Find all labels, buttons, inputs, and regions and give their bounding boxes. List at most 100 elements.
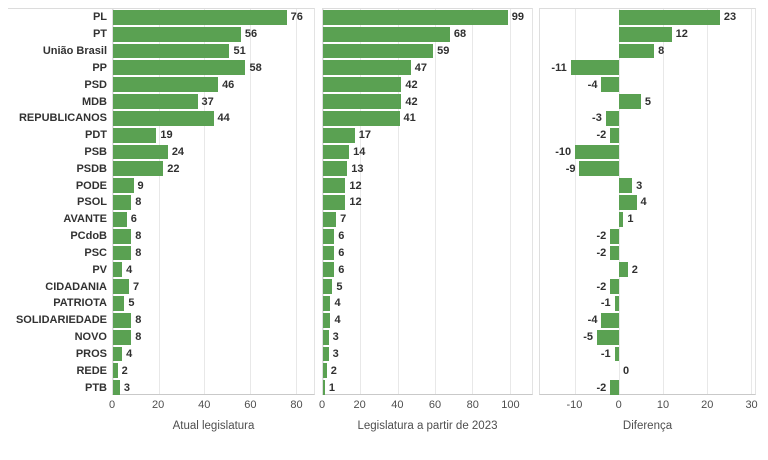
bar-pros[interactable] [614,346,619,362]
plot-area-atual-legislatura: 76 56 51 58 46 37 44 19 24 22 9 8 6 8 8 4 7 5 8 8 4 2 3 [112,8,315,395]
category-label: PSDB [76,162,107,175]
bar-novo[interactable] [323,329,329,345]
bar-psc[interactable] [113,245,132,261]
bar-união-brasil[interactable] [323,43,434,59]
bar-pt[interactable] [113,26,241,42]
bar-psol[interactable] [113,195,132,210]
bar-solidariedade[interactable] [113,312,132,328]
bar-patriota[interactable] [614,296,619,311]
bar-pp[interactable] [113,60,246,76]
bar-value-label: -2 [596,129,607,142]
bar-patriota[interactable] [113,296,125,311]
bar-republicanos[interactable] [605,110,619,126]
bar-republicanos[interactable] [113,110,214,126]
bar-ptb[interactable] [610,380,619,395]
bar-união-brasil[interactable] [113,43,230,59]
bar-value-label: 13 [351,162,364,175]
category-label: NOVO [74,331,107,344]
category-label: União Brasil [42,45,107,58]
bar-mdb[interactable] [618,94,641,109]
bar-avante[interactable] [618,211,624,227]
bar-psol[interactable] [618,195,637,210]
bar-rede[interactable] [323,363,327,379]
bar-novo[interactable] [597,329,619,345]
bar-psc[interactable] [610,245,619,261]
bar-cidadania[interactable] [113,279,129,295]
bar-psdb[interactable] [323,161,348,177]
bar-psol[interactable] [323,195,346,210]
bar-value-label: 5 [128,297,135,310]
bar-pv[interactable] [323,262,335,278]
bar-pp[interactable] [570,60,619,76]
bar-patriota[interactable] [323,296,331,311]
category-label: PL [92,11,107,24]
bar-psc[interactable] [323,245,335,261]
x-axis-ticks-atual-legislatura: 0 20 40 60 80 [109,399,315,414]
bar-pv[interactable] [113,262,123,278]
bar-mdb[interactable] [113,94,198,109]
bar-value-label: 59 [437,45,450,58]
panel-legislatura-2023: 99 68 59 47 42 42 41 17 14 13 12 12 7 6 6 6 5 4 4 3 3 2 1 0 20 4… [318,8,533,432]
x-axis-title-legislatura-2023: Legislatura a partir de 2023 [357,420,498,432]
bar-pv[interactable] [618,262,628,278]
bar-solidariedade[interactable] [601,312,619,328]
bar-value-label: 2 [121,364,128,377]
bar-pdt[interactable] [113,127,157,143]
bar-cidadania[interactable] [323,279,333,295]
bar-ptb[interactable] [113,380,120,395]
bar-pdt[interactable] [323,127,355,143]
bar-value-label: 5 [644,95,652,108]
bar-value-label: 99 [511,11,524,24]
bar-psdb[interactable] [579,161,619,177]
bar-psb[interactable] [323,144,350,160]
category-label: CIDADANIA [45,280,107,293]
category-label: PSC [84,246,107,259]
bar-value-label: 12 [675,28,688,41]
bar-pl[interactable] [618,10,720,25]
bar-pcdob[interactable] [610,228,619,244]
bar-avante[interactable] [323,211,337,227]
bar-pdt[interactable] [610,127,619,143]
bar-value-label: 8 [135,246,142,259]
bar-value-label: -1 [600,297,611,310]
bar-value-label: 7 [340,213,347,226]
bar-value-label: 6 [338,246,345,259]
bar-cidadania[interactable] [610,279,619,295]
bar-psdb[interactable] [113,161,164,177]
bar-pt[interactable] [618,26,672,42]
bar-rede[interactable] [113,363,118,379]
bar-value-label: 3 [123,381,130,394]
bar-psb[interactable] [575,144,619,160]
bar-pt[interactable] [323,26,450,42]
bar-psd[interactable] [601,77,619,93]
x-axis-tick-label: 40 [198,399,211,411]
bar-value-label: 12 [349,179,362,192]
bar-ptb[interactable] [323,380,325,395]
bar-psd[interactable] [113,77,219,93]
bar-pros[interactable] [323,346,329,362]
bar-pl[interactable] [323,10,508,25]
category-label: PSB [84,146,107,158]
bar-pros[interactable] [113,346,123,362]
bar-solidariedade[interactable] [323,312,331,328]
bar-value-label: 3 [332,331,339,344]
plot-area-diferenca: 23 12 8 -11 -4 5 -3 -2 -10 -9 3 4 1 -2 -2 2 -2 -1 -4 -5 -1 0-… [539,8,756,395]
bar-mdb[interactable] [323,94,402,109]
bar-pl[interactable] [113,10,287,25]
bar-pode[interactable] [323,178,346,194]
x-axis-tick-label: 0 [318,399,326,411]
bar-novo[interactable] [113,329,132,345]
bar-pcdob[interactable] [113,228,132,244]
bar-value-label: 4 [126,347,133,360]
bar-pode[interactable] [113,178,134,194]
bar-psb[interactable] [113,144,168,160]
bar-psd[interactable] [323,77,402,93]
bar-republicanos[interactable] [323,110,400,126]
x-axis-tick-label: 40 [391,399,404,411]
bar-pp[interactable] [323,60,411,76]
bar-união-brasil[interactable] [618,43,655,59]
gridline [750,9,752,394]
bar-avante[interactable] [113,211,127,227]
bar-pcdob[interactable] [323,228,335,244]
bar-pode[interactable] [618,178,633,194]
